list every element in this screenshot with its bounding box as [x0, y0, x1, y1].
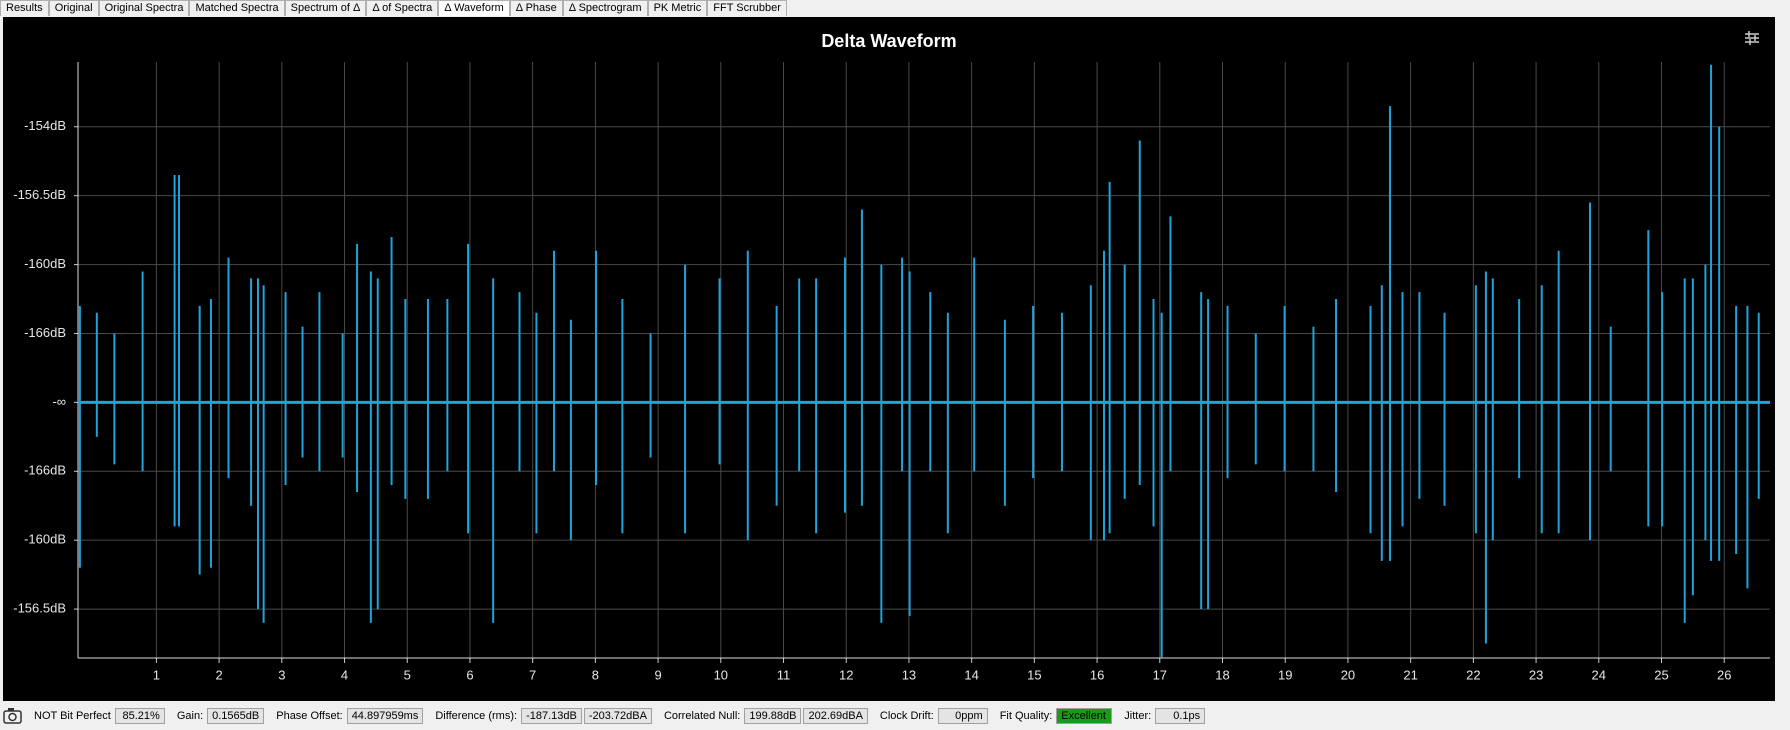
status-label: Jitter:	[1124, 710, 1152, 722]
tab[interactable]: Original	[48, 0, 99, 16]
x-tick-label: 2	[215, 667, 222, 682]
x-tick-label: 13	[902, 667, 916, 682]
tab[interactable]: Spectrum of Δ	[284, 0, 367, 16]
y-tick-label: -160dB	[24, 256, 66, 271]
x-tick-label: 9	[654, 667, 661, 682]
status-value: 0ppm	[937, 708, 988, 724]
x-tick-label: 17	[1153, 667, 1167, 682]
status-value: 0.1565dB	[207, 708, 265, 724]
y-tick-label: -160dB	[24, 532, 66, 547]
x-tick-label: 19	[1278, 667, 1292, 682]
camera-icon[interactable]	[2, 706, 24, 726]
x-tick-label: 18	[1215, 667, 1229, 682]
tab[interactable]: Δ Spectrogram	[562, 0, 648, 16]
x-tick-label: 3	[278, 667, 285, 682]
plot-area	[78, 62, 1770, 658]
y-tick-label: -156.5dB	[13, 187, 66, 202]
x-tick-label: 25	[1654, 667, 1668, 682]
x-tick-label: 10	[714, 667, 728, 682]
status-label: Correlated Null:	[663, 710, 741, 722]
tab[interactable]: Δ Waveform	[438, 0, 510, 16]
status-value: -187.13dB	[521, 708, 582, 724]
status-value: Excellent	[1056, 708, 1113, 724]
status-value: 202.69dBA	[803, 708, 868, 724]
x-tick-label: 22	[1466, 667, 1480, 682]
chart-title: Delta Waveform	[821, 31, 956, 51]
tab[interactable]: FFT Scrubber	[707, 0, 787, 16]
tab[interactable]: Δ of Spectra	[366, 0, 439, 16]
tab[interactable]: Matched Spectra	[189, 0, 285, 16]
x-tick-label: 7	[529, 667, 536, 682]
y-tick-label: -166dB	[24, 325, 66, 340]
status-bar: NOT Bit Perfect 85.21% Gain: 0.1565dB Phase …	[0, 702, 1790, 730]
settings-icon[interactable]	[1745, 31, 1759, 45]
x-tick-label: 8	[592, 667, 599, 682]
x-tick-label: 11	[777, 667, 791, 682]
tab[interactable]: Results	[0, 0, 49, 16]
x-tick-label: 6	[466, 667, 473, 682]
status-value: 85.21%	[114, 708, 165, 724]
x-tick-label: 16	[1090, 667, 1104, 682]
x-tick-label: 14	[964, 667, 978, 682]
tab[interactable]: Δ Phase	[509, 0, 563, 16]
x-tick-label: 21	[1403, 667, 1417, 682]
x-tick-label: 4	[341, 667, 348, 682]
status-label: Fit Quality:	[999, 710, 1053, 722]
status-label: Clock Drift:	[879, 710, 934, 722]
x-tick-label: 5	[404, 667, 411, 682]
y-tick-label: -156.5dB	[13, 601, 66, 616]
status-value: 44.897959ms	[346, 708, 424, 724]
x-tick-label: 12	[839, 667, 853, 682]
x-tick-label: 23	[1529, 667, 1543, 682]
y-tick-label: -154dB	[24, 118, 66, 133]
x-tick-label: 24	[1592, 667, 1606, 682]
status-value: 199.88dB	[744, 708, 802, 724]
y-tick-label: -166dB	[24, 463, 66, 478]
tab[interactable]: PK Metric	[647, 0, 708, 16]
tab-bar: Results Original Original Spectra Matched S…	[0, 0, 787, 16]
y-tick-label: -∞	[52, 394, 66, 409]
status-value: 0.1ps	[1155, 708, 1206, 724]
x-tick-label: 26	[1717, 667, 1731, 682]
status-value: -203.72dBA	[583, 708, 652, 724]
x-tick-label: 20	[1341, 667, 1355, 682]
status-label: NOT Bit Perfect	[34, 710, 111, 722]
status-label: Phase Offset:	[276, 710, 343, 722]
tab[interactable]: Original Spectra	[98, 0, 190, 16]
x-tick-label: 1	[153, 667, 160, 682]
status-label: Difference (rms):	[435, 710, 518, 722]
x-tick-label: 15	[1027, 667, 1041, 682]
chart: Delta Waveform -154dB -156.5dB -160dB -166d…	[3, 17, 1775, 701]
status-label: Gain:	[176, 710, 204, 722]
